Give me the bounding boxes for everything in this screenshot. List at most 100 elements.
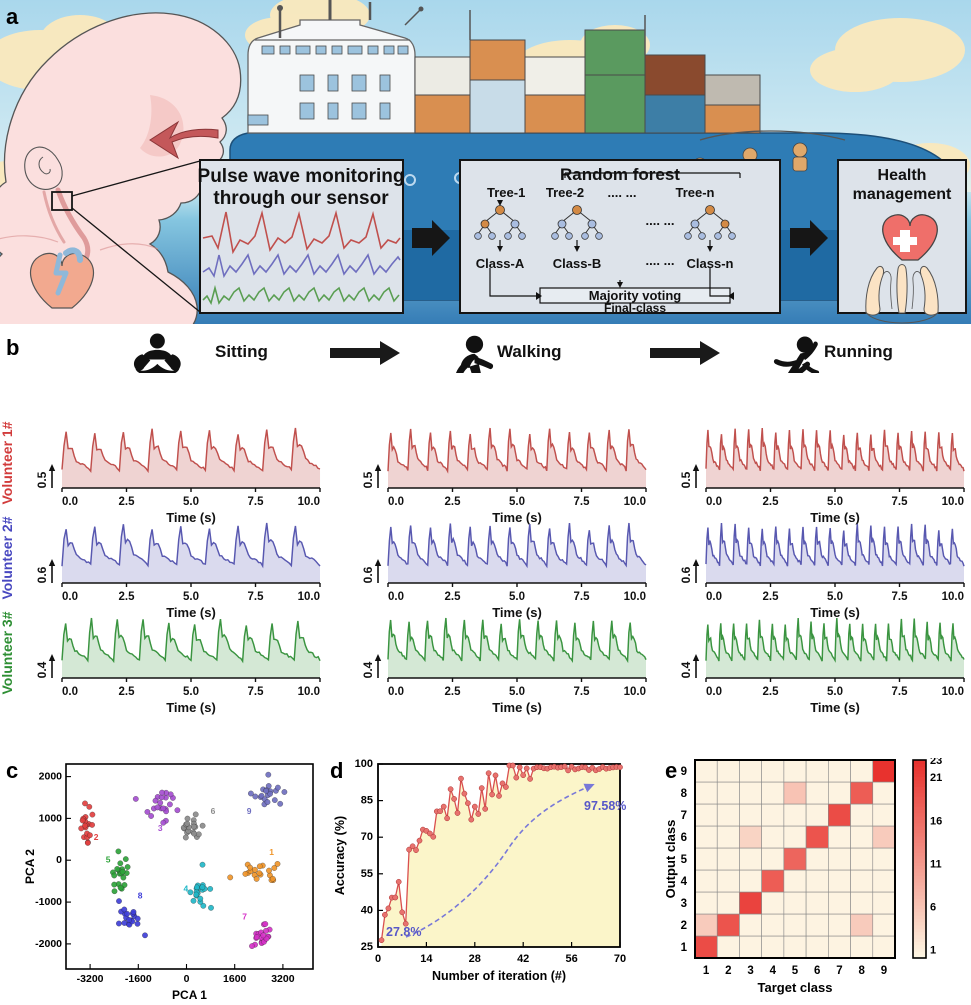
svg-text:10.0: 10.0: [624, 591, 646, 603]
svg-text:3: 3: [681, 898, 687, 910]
svg-text:28: 28: [469, 953, 481, 965]
svg-text:Volunteer 3#: Volunteer 3#: [0, 611, 15, 694]
svg-text:Sitting: Sitting: [215, 342, 268, 361]
svg-text:Walking: Walking: [497, 342, 562, 361]
svg-text:8: 8: [858, 965, 865, 977]
svg-text:Time (s): Time (s): [492, 510, 542, 525]
svg-text:7.5: 7.5: [892, 496, 909, 508]
svg-text:2.5: 2.5: [445, 496, 462, 508]
svg-text:14: 14: [420, 953, 433, 965]
svg-text:-1600: -1600: [125, 973, 152, 985]
svg-text:9: 9: [881, 965, 887, 977]
svg-text:2: 2: [94, 832, 99, 842]
svg-text:7.5: 7.5: [248, 686, 265, 698]
svg-text:-3200: -3200: [77, 973, 104, 985]
svg-text:4: 4: [681, 876, 688, 888]
svg-text:0.5: 0.5: [35, 471, 49, 488]
svg-text:0.6: 0.6: [679, 566, 693, 583]
svg-text:Time (s): Time (s): [166, 605, 216, 620]
svg-text:Class-A: Class-A: [476, 256, 525, 271]
svg-text:3: 3: [158, 823, 163, 833]
svg-text:Number of iteration (#): Number of iteration (#): [432, 969, 566, 983]
svg-text:0.0: 0.0: [706, 496, 722, 508]
svg-text:5.0: 5.0: [509, 591, 525, 603]
svg-text:2.5: 2.5: [119, 686, 136, 698]
svg-text:6: 6: [814, 965, 820, 977]
svg-text:through our sensor: through our sensor: [213, 188, 389, 209]
svg-text:0.0: 0.0: [62, 686, 78, 698]
svg-text:Time (s): Time (s): [492, 700, 542, 715]
svg-text:5: 5: [106, 854, 111, 864]
svg-text:56: 56: [565, 953, 577, 965]
svg-text:0.0: 0.0: [388, 686, 404, 698]
svg-text:3: 3: [747, 965, 753, 977]
svg-text:4: 4: [184, 884, 189, 894]
svg-text:Tree-2: Tree-2: [546, 185, 584, 200]
svg-text:27.8%: 27.8%: [386, 925, 421, 939]
svg-text:Volunteer 1#: Volunteer 1#: [0, 421, 15, 504]
svg-text:Time (s): Time (s): [810, 605, 860, 620]
svg-text:2.5: 2.5: [445, 591, 462, 603]
svg-text:21: 21: [930, 772, 942, 784]
svg-text:70: 70: [361, 831, 373, 843]
svg-text:0.0: 0.0: [62, 496, 78, 508]
svg-text:Final-class: Final-class: [604, 301, 666, 315]
svg-text:Tree-1: Tree-1: [487, 185, 525, 200]
svg-text:0.0: 0.0: [388, 496, 404, 508]
svg-text:2: 2: [681, 920, 687, 932]
svg-text:7: 7: [836, 965, 842, 977]
svg-text:0.0: 0.0: [62, 591, 78, 603]
svg-text:7.5: 7.5: [892, 591, 909, 603]
svg-text:0: 0: [375, 953, 381, 965]
svg-text:5.0: 5.0: [183, 686, 199, 698]
svg-text:2.5: 2.5: [119, 496, 136, 508]
svg-text:.... ...: .... ...: [646, 213, 675, 228]
svg-text:0.0: 0.0: [388, 591, 404, 603]
svg-text:7.5: 7.5: [248, 591, 265, 603]
svg-text:Target class: Target class: [758, 980, 833, 995]
svg-text:8: 8: [138, 891, 143, 901]
svg-text:7: 7: [681, 810, 687, 822]
svg-text:0.0: 0.0: [706, 686, 722, 698]
svg-text:0.6: 0.6: [35, 566, 49, 583]
svg-text:Time (s): Time (s): [166, 510, 216, 525]
svg-text:Tree-n: Tree-n: [675, 185, 714, 200]
svg-text:1: 1: [930, 944, 936, 956]
svg-text:0.5: 0.5: [679, 471, 693, 488]
svg-text:5.0: 5.0: [183, 496, 199, 508]
svg-text:Health: Health: [878, 167, 927, 184]
svg-text:10.0: 10.0: [298, 496, 320, 508]
svg-text:3200: 3200: [271, 973, 295, 985]
svg-text:7: 7: [242, 912, 247, 922]
svg-text:9: 9: [681, 766, 687, 778]
svg-text:1: 1: [269, 847, 274, 857]
svg-text:10.0: 10.0: [298, 686, 320, 698]
svg-text:5.0: 5.0: [827, 686, 843, 698]
svg-text:97.58%: 97.58%: [584, 799, 626, 813]
svg-text:-2000: -2000: [35, 938, 62, 950]
svg-text:-1000: -1000: [35, 896, 62, 908]
svg-text:.... ...: .... ...: [608, 185, 637, 200]
svg-text:0: 0: [184, 973, 190, 985]
svg-text:10.0: 10.0: [624, 496, 646, 508]
svg-text:10.0: 10.0: [298, 591, 320, 603]
svg-text:6: 6: [930, 901, 936, 913]
svg-text:5.0: 5.0: [827, 496, 843, 508]
svg-text:Time (s): Time (s): [810, 700, 860, 715]
svg-text:2000: 2000: [39, 771, 63, 783]
svg-text:Volunteer 2#: Volunteer 2#: [0, 516, 15, 599]
svg-text:10.0: 10.0: [624, 686, 646, 698]
svg-text:10.0: 10.0: [942, 686, 964, 698]
svg-text:5: 5: [681, 854, 688, 866]
svg-text:Time (s): Time (s): [492, 605, 542, 620]
svg-text:0.4: 0.4: [361, 661, 375, 678]
svg-text:10.0: 10.0: [942, 591, 964, 603]
svg-text:Time (s): Time (s): [810, 510, 860, 525]
svg-text:Random forest: Random forest: [560, 165, 680, 184]
svg-text:PCA 2: PCA 2: [23, 849, 37, 884]
svg-text:1000: 1000: [39, 812, 63, 824]
svg-text:0.4: 0.4: [35, 661, 49, 678]
svg-text:2.5: 2.5: [445, 686, 462, 698]
svg-text:0.0: 0.0: [706, 591, 722, 603]
svg-text:5.0: 5.0: [827, 591, 843, 603]
